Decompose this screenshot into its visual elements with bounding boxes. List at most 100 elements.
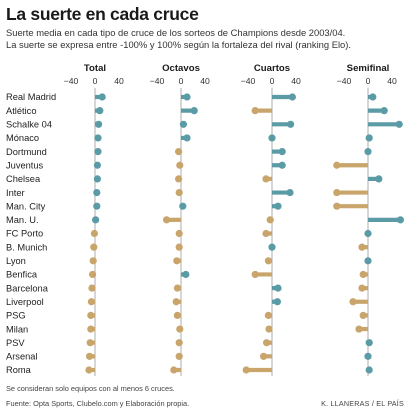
team-label-schalke-04: Schalke 04 (6, 120, 52, 130)
team-label-juventus: Juventus (6, 160, 44, 170)
team-label-benfica: Benfica (6, 270, 38, 280)
credit-line: K. LLANERAS / EL PAÍS (321, 399, 404, 408)
dot-cuartos-psg (264, 311, 272, 319)
dot-octavos-arsenal (175, 352, 183, 360)
dot-octavos-roma (170, 366, 178, 374)
dot-cuartos-inter (286, 188, 294, 197)
dot-octavos-inter (175, 188, 183, 197)
dot-cuartos-liverpool (273, 298, 281, 306)
dot-semifinal-roma (365, 366, 373, 374)
dot-octavos-real-madrid (183, 93, 191, 101)
dot-octavos-dortmund (175, 148, 183, 156)
chart-title: La suerte en cada cruce (6, 4, 199, 24)
dot-total-barcelona (88, 284, 96, 292)
team-label-real-madrid: Real Madrid (6, 92, 56, 102)
subtitle-line-1: Suerte media en cada tipo de cruce de lo… (6, 27, 346, 38)
dot-cuartos-atletico (251, 107, 259, 115)
dot-semifinal-inter (333, 188, 341, 197)
dot-semifinal-atletico (380, 107, 388, 115)
dot-octavos-man-u (163, 216, 171, 224)
tick-label-octavos-2: 40 (200, 76, 210, 86)
dot-semifinal-arsenal (364, 352, 372, 360)
dot-octavos-chelsea (175, 175, 183, 183)
dot-cuartos-b-munich (268, 243, 276, 251)
team-label-dortmund: Dortmund (6, 147, 47, 157)
dot-semifinal-chelsea (375, 175, 383, 183)
dot-total-liverpool (87, 298, 95, 306)
dot-semifinal-b-munich (358, 243, 366, 251)
team-label-liverpool: Liverpool (6, 297, 44, 307)
dot-octavos-lyon (173, 257, 181, 265)
dot-total-psg (87, 311, 95, 319)
panel-title-total: Total (84, 63, 106, 74)
panel-title-octavos: Octavos (162, 63, 200, 74)
tick-label-total-2: 40 (114, 76, 124, 86)
team-label-chelsea: Chelsea (6, 174, 41, 184)
tick-label-octavos-0: −40 (150, 76, 165, 86)
dot-semifinal-monaco (365, 134, 373, 142)
dot-total-schalke-04 (95, 120, 103, 128)
dot-cuartos-man-u (266, 216, 274, 224)
dot-total-b-munich (90, 243, 98, 251)
chart-subtitle: Suerte media en cada tipo de cruce de lo… (6, 27, 411, 50)
dot-total-monaco (94, 134, 102, 142)
dot-cuartos-chelsea (262, 175, 270, 183)
tick-label-total-0: −40 (64, 76, 79, 86)
dot-cuartos-monaco (268, 134, 276, 142)
dot-cuartos-real-madrid (288, 93, 296, 101)
dot-octavos-atletico (190, 107, 198, 115)
subtitle-line-2: La suerte se expresa entre -100% y 100% … (6, 38, 351, 50)
dot-semifinal-schalke-04 (395, 120, 403, 128)
dot-total-chelsea (93, 175, 101, 183)
dot-octavos-fc-porto (175, 229, 183, 238)
tick-label-cuartos-2: 40 (291, 76, 301, 86)
dot-cuartos-lyon (264, 257, 272, 265)
dot-cuartos-dortmund (278, 148, 286, 156)
dot-total-benfica (89, 270, 97, 279)
team-label-inter: Inter (6, 188, 25, 198)
dot-octavos-monaco (183, 134, 191, 142)
dot-semifinal-psv (365, 339, 373, 347)
panel-title-semifinal: Semifinal (347, 63, 390, 74)
footnote: Se consideran solo equipos con al menos … (6, 384, 175, 393)
tick-label-octavos-1: 0 (179, 76, 184, 86)
dot-total-dortmund (94, 148, 102, 156)
team-label-b-munich: B. Munich (6, 242, 47, 252)
dot-total-inter (93, 188, 101, 197)
team-label-roma: Roma (6, 365, 32, 375)
dot-semifinal-barcelona (358, 284, 366, 292)
dot-total-lyon (89, 257, 97, 265)
dot-semifinal-real-madrid (369, 93, 377, 101)
team-label-man-u: Man. U. (6, 215, 39, 225)
source-note: Fuente: Opta Sports, Clubelo.com y Elabo… (6, 399, 190, 408)
dot-total-man-u (92, 216, 100, 224)
team-label-man-city: Man. City (6, 201, 46, 211)
dot-cuartos-schalke-04 (287, 120, 295, 128)
tick-label-cuartos-0: −40 (241, 76, 256, 86)
tick-label-total-1: 0 (93, 76, 98, 86)
dot-octavos-liverpool (172, 298, 180, 306)
dot-octavos-psg (173, 311, 181, 319)
dot-semifinal-man-u (396, 216, 404, 224)
dot-semifinal-liverpool (349, 298, 357, 306)
dot-octavos-barcelona (173, 284, 181, 292)
team-label-lyon: Lyon (6, 256, 26, 266)
dot-octavos-man-city (179, 202, 187, 210)
dot-semifinal-fc-porto (364, 229, 372, 238)
dot-semifinal-milan (355, 325, 363, 333)
dot-total-arsenal (86, 352, 94, 360)
dot-octavos-psv (175, 339, 183, 347)
tick-label-semifinal-0: −40 (337, 76, 352, 86)
dot-semifinal-man-city (333, 202, 341, 210)
dot-semifinal-juventus (333, 161, 341, 169)
dot-octavos-schalke-04 (179, 120, 187, 128)
team-label-milan: Milan (6, 324, 28, 334)
dot-cuartos-juventus (278, 161, 286, 169)
dot-total-fc-porto (90, 229, 98, 238)
team-label-psg: PSG (6, 311, 26, 321)
dot-total-juventus (93, 161, 101, 169)
tick-label-semifinal-2: 40 (387, 76, 397, 86)
dot-octavos-benfica (182, 270, 190, 279)
dot-cuartos-fc-porto (262, 229, 270, 238)
